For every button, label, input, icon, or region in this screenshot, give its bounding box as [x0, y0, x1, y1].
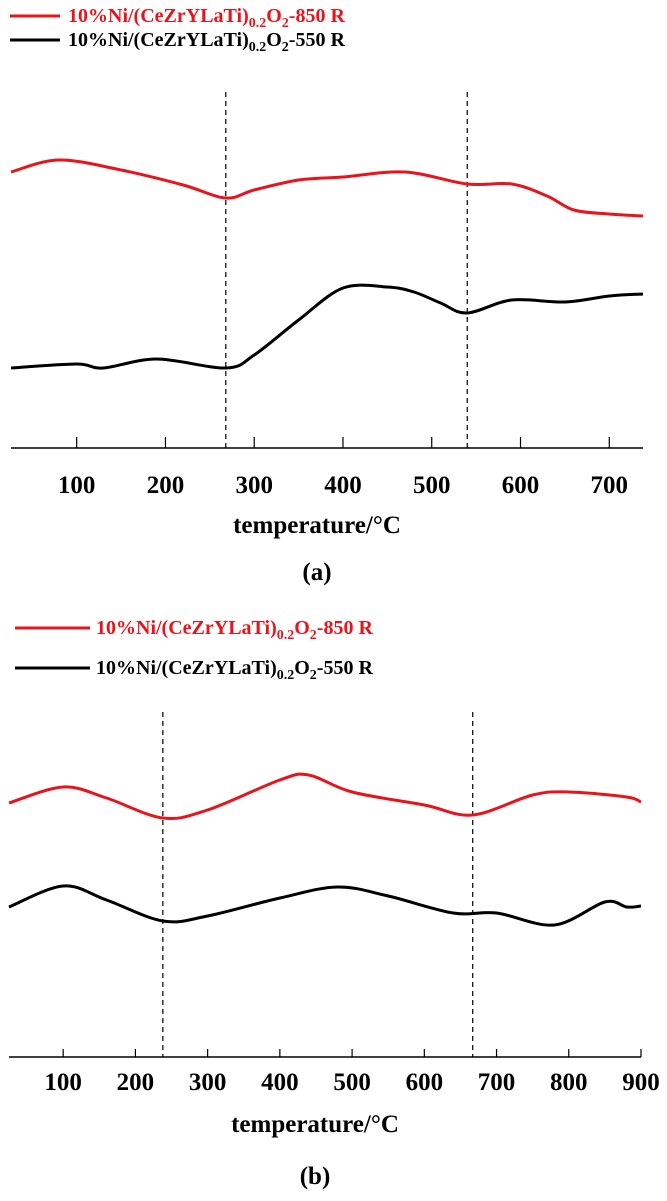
x-tick-label: 700 [478, 1069, 516, 1096]
legend-text: -850 R [289, 5, 346, 27]
legend-entry: 10%Ni/(CeZrYLaTi)0.2O2-550 R [10, 29, 345, 55]
legend-entry: 10%Ni/(CeZrYLaTi)0.2O2-850 R [15, 617, 373, 643]
series-line-850R [8, 772, 642, 820]
series-line-850R [10, 158, 644, 218]
x-tick-label: 200 [117, 1069, 155, 1096]
legend-text: O [294, 657, 310, 679]
panel-label: (b) [300, 1163, 331, 1190]
legend-text: 10%Ni/(CeZrYLaTi) [96, 657, 277, 679]
legend-text: -850 R [317, 617, 374, 639]
legend-subscript: 0.2 [249, 16, 267, 31]
legend-text: 10%Ni/(CeZrYLaTi) [96, 617, 277, 639]
legend-entry: 10%Ni/(CeZrYLaTi)0.2O2-550 R [15, 657, 373, 683]
legend-text: O [266, 29, 282, 51]
legend-label: 10%Ni/(CeZrYLaTi)0.2O2-850 R [96, 617, 373, 643]
x-tick-label: 800 [550, 1069, 588, 1096]
x-tick-label: 600 [406, 1069, 444, 1096]
legend-subscript: 0.2 [249, 40, 267, 55]
legend-label: 10%Ni/(CeZrYLaTi)0.2O2-550 R [68, 29, 345, 55]
x-tick-label: 500 [413, 472, 451, 499]
chart-b: 100 200 300 400 500 600 700 800 900 10%Ni/(CeZrYL… [8, 617, 660, 1190]
legend-label: 10%Ni/(CeZrYLaTi)0.2O2-850 R [68, 5, 345, 31]
x-tick-label: 100 [44, 1069, 82, 1096]
legend-entry: 10%Ni/(CeZrYLaTi)0.2O2-850 R [10, 5, 345, 31]
legend-text: -550 R [289, 29, 346, 51]
legend-subscript: 2 [282, 16, 289, 31]
panel-label: (a) [302, 559, 331, 586]
x-tick-label: 100 [58, 472, 96, 499]
legend-subscript: 2 [310, 668, 317, 683]
x-axis-title: temperature/°C [231, 1111, 399, 1138]
x-axis-title: temperature/°C [233, 512, 401, 539]
legend-subscript: 2 [310, 628, 317, 643]
legend-text: O [266, 5, 282, 27]
x-tick-label: 700 [591, 472, 629, 499]
legend-text: 10%Ni/(CeZrYLaTi) [68, 5, 249, 27]
legend-text: O [294, 617, 310, 639]
chart-a: 100 200 300 400 500 600 700 10%Ni/(CeZrYLaTi)0.… [10, 5, 644, 586]
x-tick-label: 600 [502, 472, 540, 499]
x-tick-label: 900 [622, 1069, 660, 1096]
series-line-550R [8, 884, 642, 927]
legend-label: 10%Ni/(CeZrYLaTi)0.2O2-550 R [96, 657, 373, 683]
x-tick-label: 300 [235, 472, 273, 499]
x-tick-label: 200 [147, 472, 185, 499]
x-tick-label: 300 [189, 1069, 227, 1096]
legend-text: -550 R [317, 657, 374, 679]
x-tick-label: 400 [261, 1069, 299, 1096]
legend-subscript: 0.2 [277, 668, 295, 683]
legend-subscript: 2 [282, 40, 289, 55]
series-line-550R [10, 283, 644, 370]
legend-subscript: 0.2 [277, 628, 295, 643]
x-tick-label: 500 [333, 1069, 371, 1096]
x-tick-label: 400 [324, 472, 362, 499]
legend-text: 10%Ni/(CeZrYLaTi) [68, 29, 249, 51]
